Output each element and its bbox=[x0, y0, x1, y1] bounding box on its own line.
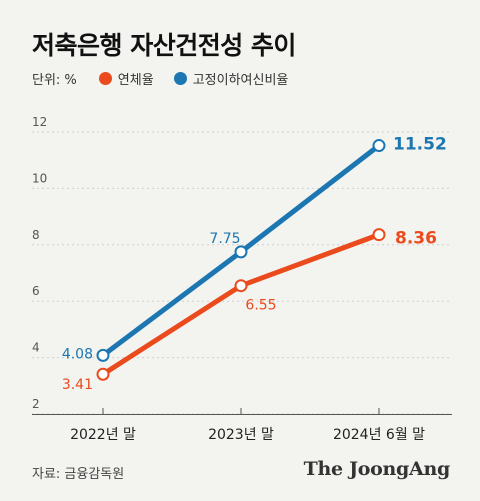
legend-label-delinquency: 연체율 bbox=[117, 73, 154, 88]
x-tick-label-1: 2023년 말 bbox=[208, 427, 274, 443]
data-point-s0-0 bbox=[96, 348, 110, 362]
legend-item-delinquency: 연체율 bbox=[98, 69, 154, 88]
y-tick-label-12: 12 bbox=[32, 115, 47, 129]
data-point-s1-2 bbox=[372, 228, 386, 242]
data-label-s1-1: 6.55 bbox=[245, 298, 276, 314]
data-label-s1-0: 3.41 bbox=[62, 377, 93, 393]
source-note: 자료: 금융감독원 bbox=[32, 467, 125, 482]
x-tick-label-0: 2022년 말 bbox=[70, 427, 136, 443]
y-tick-label-8: 8 bbox=[32, 228, 40, 242]
data-point-s1-0 bbox=[96, 367, 110, 381]
chart-title: 저축은행 자산건전성 추이 bbox=[32, 31, 296, 60]
data-point-s0-1 bbox=[234, 245, 248, 259]
y-tick-label-6: 6 bbox=[32, 284, 40, 298]
data-point-s1-1 bbox=[234, 279, 248, 293]
data-point-s0-2 bbox=[372, 139, 386, 153]
unit-label: 단위: % bbox=[32, 73, 77, 88]
legend: 단위: % 연체율 고정이하여신비율 bbox=[32, 69, 308, 88]
data-label-s0-1: 7.75 bbox=[209, 231, 240, 247]
legend-item-npl: 고정이하여신비율 bbox=[173, 69, 289, 88]
data-label-s1-2: 8.36 bbox=[395, 229, 437, 249]
y-tick-label-2: 2 bbox=[32, 397, 40, 411]
legend-dot-npl bbox=[173, 72, 187, 85]
data-label-s0-0: 4.08 bbox=[62, 346, 93, 362]
x-tick-label-2: 2024년 6월 말 bbox=[333, 427, 425, 443]
data-label-s0-2: 11.52 bbox=[393, 135, 447, 155]
brand-logo: The JoongAng bbox=[303, 458, 451, 480]
y-tick-label-4: 4 bbox=[32, 341, 40, 355]
legend-dot-delinquency bbox=[98, 72, 112, 85]
y-tick-label-10: 10 bbox=[32, 171, 47, 185]
legend-label-npl: 고정이하여신비율 bbox=[192, 73, 289, 88]
